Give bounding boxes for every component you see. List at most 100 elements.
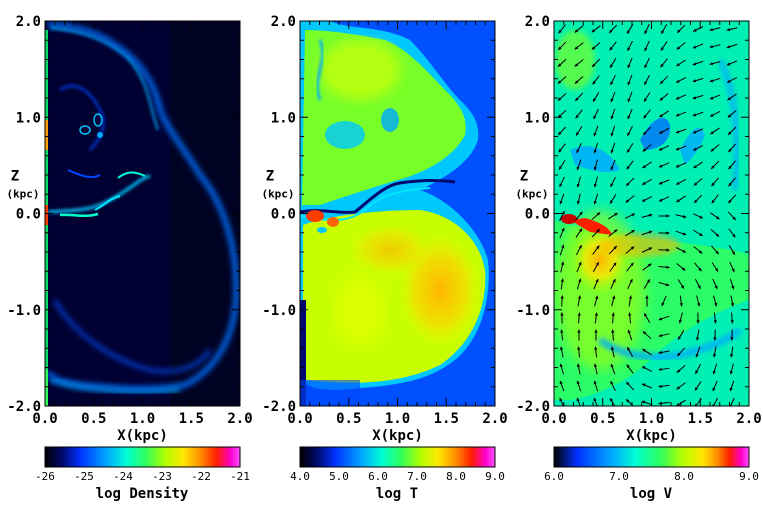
panel-2-axes: 0.0 0.5 1.0 1.5 2.0 -2.0 -1.0 0.0 1.0 2.0 X(kpc) Z (… — [515, 14, 761, 483]
velocity-arrow — [559, 244, 565, 256]
velocity-arrow — [574, 25, 584, 33]
velocity-arrow — [559, 227, 565, 239]
velocity-arrow — [713, 329, 717, 341]
velocity-arrow — [593, 397, 598, 406]
colorbar-tick-label: -22 — [191, 470, 211, 483]
velocity-arrow — [641, 383, 653, 389]
velocity-arrow — [593, 108, 599, 120]
velocity-arrow — [694, 363, 702, 375]
velocity-arrow — [693, 194, 703, 204]
velocity-arrow — [610, 363, 616, 375]
velocity-arrow — [608, 212, 618, 220]
colorbar-temperature-label: log T — [376, 486, 418, 502]
velocity-arrow — [676, 382, 686, 390]
panel-velocity — [553, 20, 750, 407]
velocity-arrow — [710, 144, 720, 152]
velocity-arrow — [593, 380, 599, 392]
velocity-arrow — [557, 93, 567, 101]
velocity-arrow — [645, 295, 649, 307]
velocity-arrow — [695, 346, 701, 358]
velocity-arrow — [593, 159, 598, 171]
velocity-arrow — [675, 214, 687, 219]
velocity-arrow — [593, 176, 598, 188]
velocity-arrow — [627, 329, 633, 341]
velocity-arrow — [692, 43, 704, 49]
velocity-arrow — [658, 333, 670, 338]
velocity-arrow — [729, 261, 735, 273]
velocity-arrow — [641, 196, 653, 202]
velocity-arrow — [643, 109, 651, 119]
velocity-arrow — [626, 24, 634, 34]
x-tick-label: 1.5 — [434, 411, 459, 427]
panel-1-axes: 0.0 0.5 1.0 1.5 2.0 -2.0 -1.0 0.0 1.0 2.0 X(kpc) Z (… — [261, 14, 507, 483]
velocity-arrow — [558, 160, 566, 170]
velocity-arrow — [609, 41, 617, 51]
velocity-arrow — [710, 160, 720, 170]
velocity-arrow — [727, 110, 737, 118]
velocity-arrow — [628, 295, 633, 307]
velocity-arrow — [658, 248, 670, 252]
velocity-arrow — [575, 211, 583, 221]
velocity-arrow — [559, 380, 565, 392]
velocity-arrow — [558, 143, 566, 153]
velocity-arrow — [643, 74, 651, 86]
velocity-arrow — [676, 365, 686, 373]
velocity-arrow — [661, 295, 667, 307]
velocity-arrow — [692, 77, 704, 83]
y-tick-label: 0.0 — [16, 207, 41, 223]
velocity-arrow — [642, 263, 652, 271]
velocity-arrow — [675, 178, 687, 186]
velocity-arrow — [658, 162, 670, 168]
y-tick-label: 0.0 — [525, 207, 550, 223]
temperature-map — [300, 21, 495, 406]
colorbar-tick-label: -23 — [152, 470, 172, 483]
velocity-arrow — [610, 278, 616, 290]
y-axis-unit: (kpc) — [6, 188, 39, 201]
x-tick-label: 0.0 — [32, 411, 57, 427]
velocity-arrow — [576, 380, 582, 392]
velocity-arrow — [557, 126, 567, 136]
colorbar-velocity: log V — [553, 446, 750, 502]
velocity-arrow — [709, 61, 721, 66]
colorbar-velocity-label: log V — [630, 486, 673, 502]
velocity-arrow — [642, 348, 652, 356]
velocity-arrow — [727, 93, 737, 101]
velocity-arrow — [577, 295, 582, 307]
velocity-arrow — [709, 94, 721, 100]
velocity-arrow — [643, 92, 651, 102]
velocity-arrow — [608, 229, 618, 237]
velocity-arrow — [641, 213, 653, 218]
velocity-arrow — [675, 128, 687, 134]
velocity-arrow — [641, 366, 653, 372]
velocity-arrow — [659, 75, 669, 85]
y-tick-label: 2.0 — [525, 14, 550, 30]
x-tick-label: 1.0 — [385, 411, 410, 427]
y-tick-label: -2.0 — [262, 399, 296, 415]
velocity-arrow — [559, 193, 565, 205]
velocity-arrow — [642, 330, 652, 340]
velocity-arrow — [692, 94, 704, 100]
velocity-arrow — [576, 261, 582, 273]
velocity-arrow — [675, 230, 687, 236]
velocity-arrow — [593, 142, 599, 154]
velocity-arrow — [726, 43, 738, 49]
velocity-arrow — [726, 27, 738, 32]
velocity-arrow — [610, 142, 616, 154]
velocity-arrow — [658, 384, 670, 388]
velocity-arrow — [577, 346, 581, 358]
velocity-arrow — [576, 397, 581, 406]
velocity-arrow — [576, 193, 581, 205]
velocity-arrow — [694, 381, 702, 391]
velocity-arrow — [675, 111, 687, 117]
velocity-arrow — [577, 312, 581, 324]
velocity-arrow — [675, 247, 687, 253]
velocity-arrow — [591, 228, 601, 238]
velocity-arrow — [728, 177, 736, 187]
velocity-arrow — [610, 125, 616, 137]
velocity-arrow — [659, 110, 669, 118]
velocity-arrow — [728, 245, 736, 255]
velocity-arrow — [627, 74, 633, 86]
velocity-arrow — [677, 330, 685, 340]
velocity-arrow — [726, 60, 738, 66]
